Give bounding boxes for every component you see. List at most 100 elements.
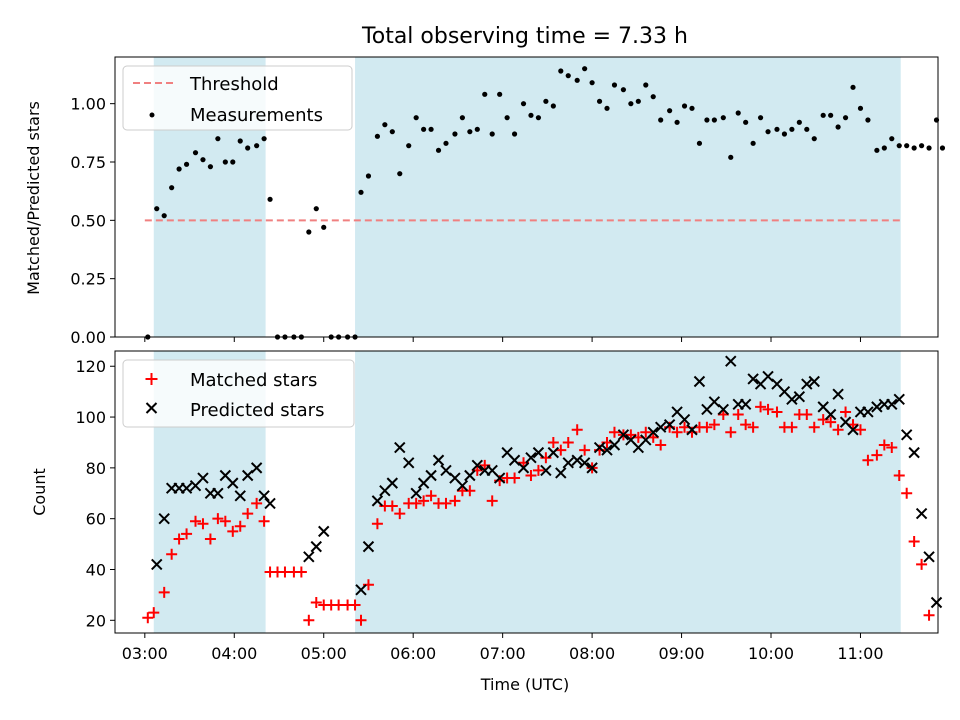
measurement-point [497,91,503,97]
matched-star-point [355,614,367,626]
measurement-point [804,126,810,132]
measurement-point [222,159,228,165]
matched-star-point [901,487,913,499]
matched-star-point [708,419,720,431]
predicted-star-point [371,495,384,507]
matched-star-point [212,513,224,525]
predicted-star-point [593,441,606,454]
predicted-star-point [197,472,209,484]
matched-star-point [532,464,544,476]
measurement-point [443,140,449,146]
predicted-star-point [915,507,928,520]
matched-star-point [295,566,307,578]
measurement-point [620,87,627,93]
measurement-point [237,138,243,144]
measurement-point [881,145,887,151]
measurement-point [596,98,603,104]
top-plot-marks [144,66,946,340]
measurement-point [176,166,182,172]
measurement-point [254,143,260,149]
matched-star-point [886,442,898,454]
predicted-star-point [555,467,567,479]
predicted-star-point [180,482,193,494]
predicted-star-point [410,487,422,499]
measurement-point [528,112,534,118]
measurement-point [696,140,703,146]
legend-matched-label: Matched stars [190,370,317,391]
predicted-star-point [801,378,813,390]
matched-star-point [732,409,744,421]
matched-star-point [808,421,820,433]
top-axes-frame [114,56,939,338]
measurement-point [728,154,734,160]
predicted-star-point [725,355,737,367]
measurement-point [650,94,656,100]
legend-matched-swatch [145,373,158,385]
matched-star-point [862,454,874,466]
matched-star-point [440,497,452,509]
measurement-point [589,80,595,86]
measurement-point [230,159,236,165]
measurement-point [474,126,480,132]
measurement-point [482,91,488,97]
y-tick-label: 20 [86,611,106,630]
matched-star-point [701,421,713,433]
x-tick-label: 08:00 [569,644,615,663]
predicted-star-point [647,426,659,439]
x-tick-label: 05:00 [301,644,347,663]
predicted-star-point [578,457,591,469]
measurement-point [169,185,175,191]
predicted-star-point [717,403,730,416]
measurement-point [207,164,214,170]
measurement-point [452,131,458,137]
measurement-point [413,115,419,121]
matched-star-point [142,612,154,624]
measurement-point [261,136,267,142]
predicted-star-point [250,462,263,474]
measurement-point [704,117,710,123]
matched-star-point [425,490,437,502]
measurement-point [939,145,946,151]
matched-star-point [747,421,759,433]
measurement-point [681,103,688,109]
matched-star-point [148,607,160,619]
measurement-point [628,101,634,107]
bottom-plot-marks [142,355,943,626]
measurement-point [896,143,902,149]
measurement-point [820,112,826,118]
predicted-star-point [832,388,844,400]
measurement-point [865,117,871,123]
matched-star-point [190,515,202,527]
matched-star-point [227,525,239,537]
matched-star-point [608,426,620,438]
predicted-star-point [893,393,905,405]
predicted-star-point [212,487,224,499]
predicted-star-point [786,393,798,405]
x-tick-label: 04:00 [211,644,257,663]
y-tick-label: 100 [75,408,106,427]
measurement-point [306,229,312,235]
measurement-point [406,143,412,149]
matched-star-point [181,528,193,540]
measurement-point [720,115,726,121]
measurement-point [382,122,388,128]
predicted-star-point [862,406,874,418]
measurement-point [850,84,856,90]
measurement-point [667,108,673,114]
matched-star-point [251,497,263,509]
measurement-point [835,124,841,130]
predicted-star-point [403,457,415,469]
matched-star-point [197,518,209,530]
matched-star-point [832,424,844,436]
predicted-star-point [824,408,837,421]
measurement-point [582,66,588,72]
matched-star-point [242,508,254,520]
measurement-point [889,136,895,142]
measurement-point [765,129,771,135]
x-axis-label: Time (UTC) [480,675,569,694]
measurement-point [161,213,167,219]
matched-star-point [825,416,837,428]
matched-star-point [525,469,537,481]
legend-predicted-swatch [145,402,158,414]
measurement-point [565,73,571,79]
